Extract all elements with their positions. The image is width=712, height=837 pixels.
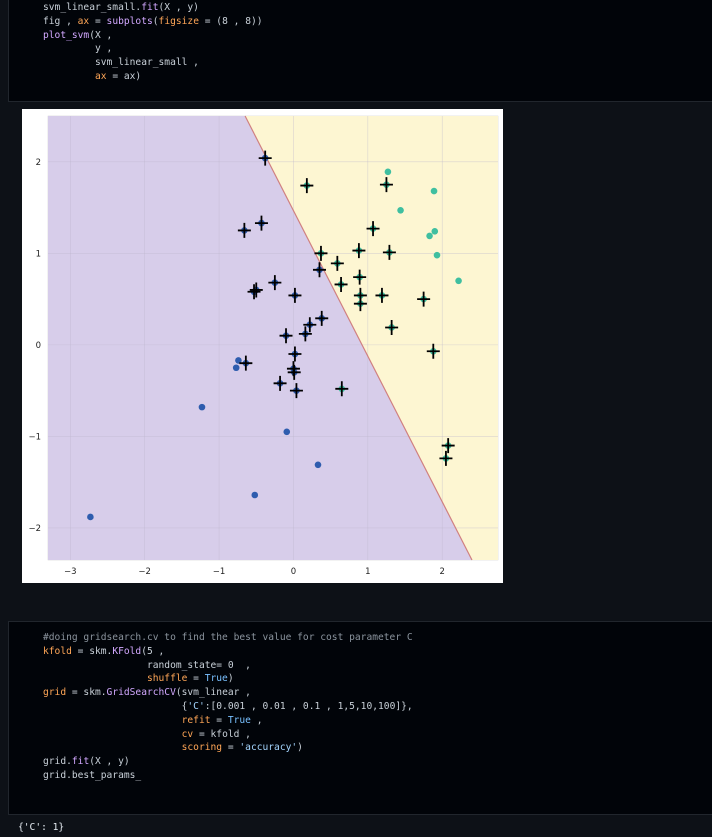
- support-vector-marker: [254, 215, 268, 231]
- code-line: fig , ax = subplots(figsize = (8 , 8)): [43, 15, 263, 27]
- data-point-class0: [198, 403, 206, 411]
- support-vector-marker: [237, 222, 251, 238]
- code-line: y ,: [43, 43, 113, 55]
- y-tick-label: −1: [28, 432, 41, 442]
- decision-region-class0: [48, 116, 472, 560]
- code-line: grid = skm.GridSearchCV(svm_linear ,: [43, 687, 251, 699]
- data-point-class1: [426, 232, 433, 240]
- code-line: kfold = skm.KFold(5 ,: [43, 645, 165, 657]
- data-point-class0: [235, 357, 242, 364]
- data-point-class0: [232, 364, 240, 372]
- svm-plot: −3 −2 −1 0 1 2 −2 −1 0 1 2: [22, 109, 503, 583]
- support-vector-marker: [426, 343, 440, 359]
- support-vector-marker: [382, 244, 396, 260]
- svm-plot-svg: −3 −2 −1 0 1 2 −2 −1 0 1 2: [28, 115, 499, 577]
- data-point-class1: [455, 277, 462, 285]
- support-vector-marker: [441, 438, 455, 454]
- support-vector-marker: [385, 319, 399, 335]
- data-point-class1: [430, 187, 438, 195]
- y-tick-label: 0: [36, 341, 41, 351]
- x-tick-label: 2: [440, 567, 445, 577]
- code-line: svm_linear_small ,: [43, 57, 199, 69]
- support-vector-marker: [258, 150, 272, 166]
- y-tick-label: 2: [36, 158, 41, 168]
- code-cell-1[interactable]: svm_linear_small.fit(X , y) fig , ax = s…: [8, 0, 712, 102]
- support-vector-marker: [268, 275, 282, 291]
- support-vector-marker: [289, 383, 303, 399]
- support-vector-marker: [439, 450, 453, 466]
- code-comment: #doing gridsearch.cv to find the best va…: [43, 632, 413, 643]
- data-point-class1: [384, 168, 392, 176]
- support-vector-marker: [353, 296, 367, 312]
- data-point-class0: [283, 428, 291, 436]
- y-tick-label: 1: [36, 249, 41, 259]
- decision-region-class1: [245, 116, 498, 560]
- support-vector-marker: [279, 328, 293, 344]
- support-vector-marker: [417, 291, 431, 307]
- code-editor-2[interactable]: #doing gridsearch.cv to find the best va…: [43, 631, 413, 783]
- support-vector-marker: [314, 245, 328, 261]
- support-vector-marker: [300, 178, 314, 194]
- code-line: plot_svm(X ,: [43, 29, 113, 41]
- x-tick-label: −3: [64, 567, 77, 577]
- support-vector-marker: [239, 355, 253, 371]
- support-vector-marker: [315, 310, 329, 326]
- support-vector-marker: [353, 269, 367, 285]
- code-line: {'C':[0.001 , 0.01 , 0.1 , 1,5,10,100]},: [43, 700, 413, 712]
- support-vector-marker: [298, 326, 312, 342]
- code-line: ax = ax): [94, 70, 142, 82]
- support-vector-marker: [247, 284, 261, 300]
- code-line: cv = kfold ,: [181, 728, 251, 740]
- code-editor-1[interactable]: svm_linear_small.fit(X , y) fig , ax = s…: [43, 1, 263, 84]
- code-line: svm_linear_small.fit(X , y): [43, 2, 199, 13]
- support-vector-marker: [288, 346, 302, 362]
- support-vector-marker: [335, 381, 349, 397]
- support-vector-marker: [303, 317, 317, 333]
- code-line: scoring = 'accuracy'): [181, 742, 303, 754]
- code-line: shuffle = True): [146, 673, 234, 685]
- x-tick-label: −2: [138, 567, 151, 577]
- x-tick-label: −1: [213, 567, 226, 577]
- data-point-class1: [433, 251, 441, 259]
- support-vector-marker: [375, 287, 389, 303]
- y-tick-label: −2: [28, 524, 41, 534]
- support-vector-marker: [366, 221, 380, 237]
- support-vector-marker: [288, 287, 302, 303]
- code-line: grid.best_params_: [43, 769, 142, 781]
- support-vector-marker: [312, 262, 326, 278]
- data-point-class0: [87, 513, 94, 521]
- cell-output-text: {'C': 1}: [18, 822, 65, 833]
- support-vector-marker: [330, 255, 344, 271]
- support-vector-marker: [287, 364, 301, 380]
- code-cell-2[interactable]: #doing gridsearch.cv to find the best va…: [8, 621, 712, 815]
- support-vector-marker: [249, 282, 263, 298]
- data-point-class0: [314, 461, 322, 469]
- support-vector-marker: [379, 177, 393, 193]
- support-vector-marker: [352, 243, 366, 259]
- support-vector-marker: [273, 375, 287, 391]
- data-point-class1: [431, 228, 439, 235]
- data-point-class1: [397, 206, 404, 214]
- code-line: grid.fit(X , y): [43, 756, 130, 768]
- x-tick-label: 1: [365, 567, 370, 577]
- data-point-class0: [251, 491, 259, 499]
- decision-boundary: [244, 115, 473, 561]
- code-line: refit = True ,: [181, 714, 263, 726]
- x-tick-label: 0: [291, 567, 296, 577]
- code-line: random_state= 0 ,: [43, 659, 251, 671]
- support-vector-marker: [334, 276, 348, 292]
